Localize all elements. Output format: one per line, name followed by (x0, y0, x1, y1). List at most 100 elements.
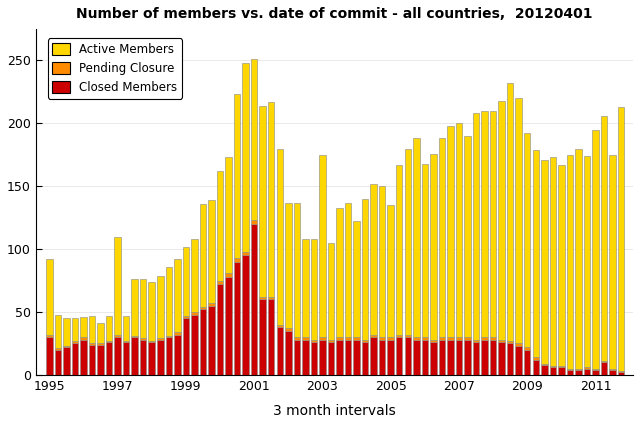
Bar (515, 98, 522, 343)
Bar (336, 337, 343, 340)
Bar (89, 343, 95, 345)
Bar (200, 307, 206, 309)
Bar (174, 335, 180, 375)
Bar (438, 138, 445, 337)
Bar (353, 337, 360, 340)
Bar (268, 102, 275, 297)
Bar (499, 340, 505, 342)
Bar (456, 340, 462, 375)
Bar (97, 323, 104, 343)
Bar (524, 350, 531, 375)
Bar (140, 338, 147, 340)
Bar (464, 340, 471, 375)
Bar (243, 256, 249, 375)
Bar (200, 204, 206, 307)
Bar (371, 337, 377, 375)
Bar (413, 337, 420, 340)
Bar (294, 340, 300, 375)
Bar (550, 367, 556, 375)
Bar (259, 297, 266, 299)
Bar (115, 335, 121, 337)
Bar (507, 343, 513, 375)
Bar (387, 205, 394, 337)
Bar (541, 365, 548, 375)
Bar (473, 342, 479, 375)
Bar (243, 63, 249, 252)
Bar (251, 59, 257, 220)
Bar (97, 345, 104, 375)
Bar (80, 337, 86, 340)
Bar (541, 160, 548, 363)
Bar (507, 83, 513, 341)
Bar (422, 164, 428, 337)
Bar (63, 318, 70, 346)
Bar (601, 116, 607, 361)
Bar (54, 350, 61, 375)
Bar (148, 342, 155, 375)
Bar (592, 368, 599, 370)
Bar (464, 337, 471, 340)
Bar (157, 276, 163, 338)
Bar (131, 337, 138, 375)
Bar (319, 340, 326, 375)
Bar (268, 299, 275, 375)
Bar (550, 157, 556, 366)
Bar (362, 340, 369, 342)
Bar (310, 342, 317, 375)
Bar (413, 340, 420, 375)
Bar (285, 331, 292, 375)
Bar (438, 337, 445, 340)
Bar (396, 335, 403, 337)
Bar (456, 337, 462, 340)
Bar (413, 138, 420, 337)
Bar (89, 316, 95, 343)
Bar (490, 340, 497, 375)
Bar (601, 361, 607, 362)
Bar (166, 267, 172, 336)
Bar (285, 203, 292, 328)
Bar (243, 252, 249, 256)
Bar (430, 342, 436, 375)
Bar (438, 340, 445, 375)
Bar (618, 371, 625, 372)
Bar (618, 372, 625, 375)
Bar (532, 357, 539, 360)
Bar (558, 367, 564, 375)
Bar (302, 239, 308, 337)
Bar (191, 314, 198, 375)
Bar (481, 111, 488, 337)
Bar (319, 337, 326, 340)
Bar (575, 370, 582, 375)
Bar (584, 368, 590, 375)
Bar (251, 220, 257, 224)
Bar (276, 325, 283, 327)
X-axis label: 3 month intervals: 3 month intervals (273, 404, 396, 418)
Bar (328, 243, 334, 340)
Bar (371, 335, 377, 337)
Bar (259, 299, 266, 375)
Bar (217, 281, 223, 284)
Bar (225, 273, 232, 277)
Bar (379, 186, 385, 337)
Bar (276, 149, 283, 325)
Bar (515, 343, 522, 346)
Bar (362, 199, 369, 340)
Bar (336, 207, 343, 337)
Legend: Active Members, Pending Closure, Closed Members: Active Members, Pending Closure, Closed … (47, 38, 182, 99)
Bar (609, 155, 616, 368)
Bar (302, 337, 308, 340)
Bar (541, 363, 548, 365)
Bar (123, 341, 129, 342)
Bar (447, 337, 454, 340)
Bar (601, 362, 607, 375)
Bar (328, 342, 334, 375)
Bar (447, 340, 454, 375)
Bar (225, 157, 232, 273)
Bar (182, 316, 189, 318)
Bar (345, 337, 351, 340)
Bar (259, 106, 266, 297)
Bar (353, 222, 360, 337)
Bar (507, 341, 513, 343)
Bar (97, 343, 104, 345)
Bar (191, 312, 198, 314)
